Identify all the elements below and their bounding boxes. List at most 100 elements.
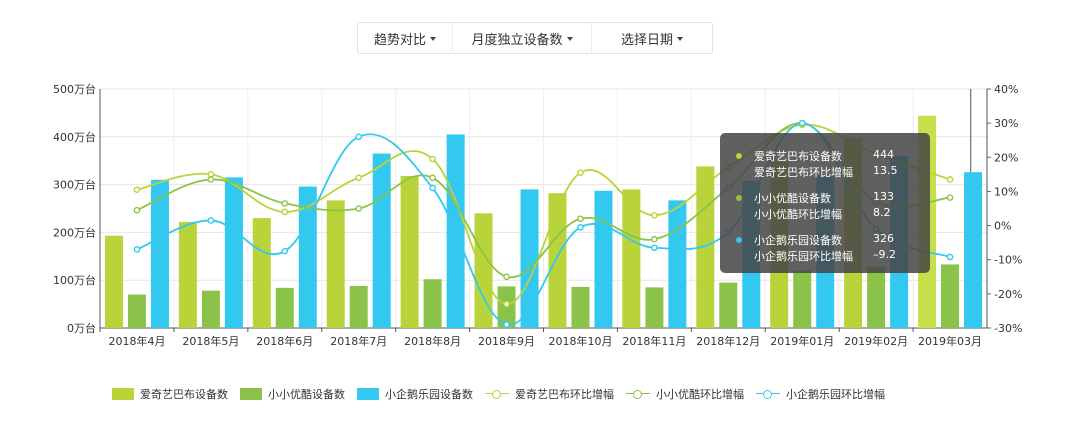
bar (622, 189, 641, 328)
line-point (133, 186, 141, 194)
y-right-tick-label: -10% (994, 254, 1022, 267)
legend-item-youku-devices[interactable]: 小小优酷设备数 (240, 386, 345, 402)
tooltip-dot-aiqiyi (736, 153, 742, 159)
bar (275, 287, 294, 328)
line-point (651, 235, 658, 243)
legend-line-marker (626, 388, 650, 400)
line-point (281, 208, 289, 216)
line-point (133, 206, 141, 214)
bar (571, 286, 590, 328)
legend-swatch (112, 388, 134, 400)
line-point (946, 253, 954, 261)
line-point (577, 215, 584, 223)
bar (867, 266, 886, 328)
legend-label: 爱奇艺巴布设备数 (140, 388, 228, 401)
line-point (281, 247, 289, 255)
y-right-tick-label: 20% (994, 151, 1018, 164)
y-right-tick-label: -20% (994, 288, 1022, 301)
line-point (651, 244, 658, 252)
chevron-down-icon (677, 37, 683, 41)
tooltip-row: 小企鹅乐园环比增幅 (754, 248, 924, 264)
x-tick-label: 2018年5月 (182, 334, 239, 348)
chart-legend: 爱奇艺巴布设备数 小小优酷设备数 小企鹅乐园设备数 爱奇艺巴布环比增幅 小小优酷… (112, 386, 897, 402)
line-point (207, 176, 215, 183)
line-point (946, 176, 954, 183)
x-tick-label: 2019年03月 (918, 334, 982, 348)
x-tick-label: 2018年12月 (696, 334, 760, 348)
line-point (355, 133, 363, 141)
x-tick-label: 2018年11月 (622, 334, 686, 348)
tooltip-row: 爱奇艺巴布环比增幅 (754, 164, 924, 180)
bar (104, 235, 123, 328)
x-tick-label: 2018年8月 (404, 334, 461, 348)
bar (548, 193, 567, 328)
tooltip-dot-youku (736, 195, 742, 201)
line-point (651, 212, 658, 219)
line-point (133, 246, 141, 253)
line-point (503, 273, 510, 281)
y-left-tick-label: 100万台 (53, 273, 96, 287)
bar (400, 175, 419, 328)
tooltip-value: 8.2 (873, 206, 891, 219)
line-point (503, 300, 510, 308)
line-point (281, 200, 289, 207)
bar (793, 270, 812, 328)
tooltip-value: –9.2 (873, 248, 896, 261)
bar (696, 166, 715, 328)
tooltip-row: 小企鹅乐园设备数 (754, 232, 924, 248)
tooltip-row: 小小优酷环比增幅 (754, 206, 924, 222)
tooltip-row: 小小优酷设备数 (754, 190, 924, 206)
legend-label: 小企鹅乐园环比增幅 (786, 388, 885, 401)
bar (349, 285, 368, 328)
date-label: 选择日期 (620, 32, 673, 48)
legend-item-penguin-growth[interactable]: 小企鹅乐园环比增幅 (756, 386, 885, 402)
legend-item-aiqiyi-devices[interactable]: 爱奇艺巴布设备数 (112, 386, 228, 402)
bar (719, 282, 738, 328)
legend-item-aiqiyi-growth[interactable]: 爱奇艺巴布环比增幅 (485, 386, 614, 402)
x-tick-label: 2019年02月 (844, 334, 908, 348)
tooltip-label: 爱奇艺巴布设备数 (754, 150, 842, 163)
bar (520, 189, 539, 328)
legend-item-penguin-devices[interactable]: 小企鹅乐园设备数 (357, 386, 473, 402)
tooltip-label: 小小优酷设备数 (754, 192, 831, 205)
bar (298, 186, 317, 328)
tooltip-label: 爱奇艺巴布环比增幅 (754, 166, 853, 179)
line-point (429, 155, 436, 163)
bar (127, 294, 146, 328)
x-tick-label: 2018年9月 (478, 334, 535, 348)
tooltip-value: 13.5 (873, 164, 898, 177)
line-point (429, 184, 436, 192)
line-point (503, 321, 510, 328)
legend-item-youku-growth[interactable]: 小小优酷环比增幅 (626, 386, 744, 402)
y-right-tick-label: 0% (994, 220, 1011, 233)
legend-line-marker (756, 388, 780, 400)
bar (594, 190, 613, 328)
legend-line-marker (485, 388, 509, 400)
trend-compare-label: 趋势对比 (373, 32, 426, 48)
tooltip-value: 444 (873, 148, 894, 161)
legend-label: 爱奇艺巴布环比增幅 (515, 388, 614, 401)
bar (201, 290, 220, 328)
y-left-tick-label: 400万台 (53, 130, 96, 144)
tooltip-label: 小企鹅乐园环比增幅 (754, 250, 853, 263)
metric-label: 月度独立设备数 (471, 32, 563, 48)
chevron-down-icon (566, 37, 573, 41)
metric-dropdown[interactable]: 月度独立设备数 (452, 23, 591, 53)
y-left-tick-label: 300万台 (53, 178, 96, 192)
y-left-tick-label: 0万台 (67, 321, 96, 335)
bar (941, 264, 960, 328)
bar (150, 179, 169, 328)
line-point (577, 223, 584, 231)
bar (372, 153, 391, 328)
line-point (355, 174, 363, 182)
legend-label: 小小优酷设备数 (268, 388, 345, 401)
trend-compare-dropdown[interactable]: 趋势对比 (358, 23, 452, 53)
bar (668, 200, 687, 328)
bar (964, 172, 983, 328)
bar (224, 177, 243, 328)
chevron-down-icon (430, 37, 436, 41)
line-point (355, 205, 363, 212)
line-point (207, 217, 215, 224)
date-dropdown[interactable]: 选择日期 (591, 23, 712, 53)
